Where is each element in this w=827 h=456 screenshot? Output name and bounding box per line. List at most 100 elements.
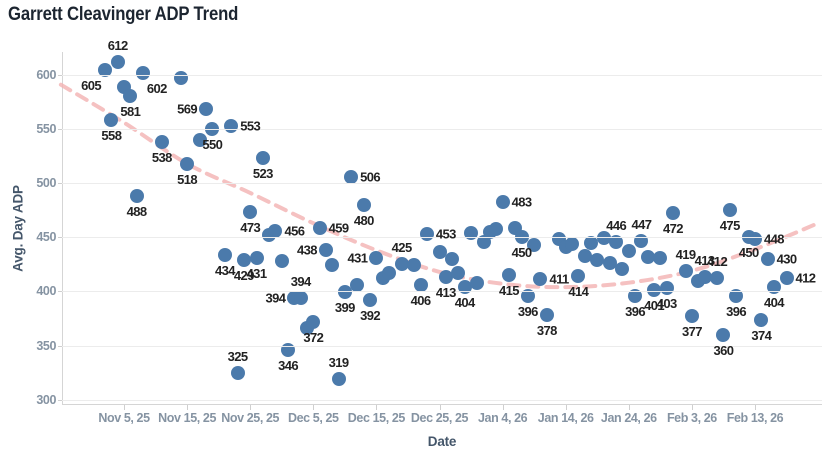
data-point[interactable] xyxy=(331,372,346,387)
data-point[interactable] xyxy=(640,249,655,264)
data-point[interactable] xyxy=(748,232,762,247)
y-tick-mark xyxy=(58,345,62,347)
data-point[interactable] xyxy=(659,281,674,296)
x-tick-label: Jan 4, 26 xyxy=(477,411,528,425)
data-point[interactable] xyxy=(325,258,340,273)
data-point[interactable] xyxy=(255,151,270,166)
point-label: 396 xyxy=(517,303,538,319)
point-label: 404 xyxy=(763,295,784,311)
point-label: 412 xyxy=(795,270,816,286)
data-point[interactable] xyxy=(710,271,725,286)
data-point[interactable] xyxy=(394,257,409,272)
data-point[interactable] xyxy=(653,250,668,265)
data-point[interactable] xyxy=(470,275,485,290)
data-point[interactable] xyxy=(98,62,113,77)
data-point[interactable] xyxy=(407,258,422,273)
gridline-h xyxy=(62,291,822,293)
data-point[interactable] xyxy=(527,237,542,252)
data-point[interactable] xyxy=(123,88,138,103)
y-tick-mark xyxy=(58,291,62,293)
y-tick-mark xyxy=(58,183,62,185)
point-label: 319 xyxy=(328,355,349,371)
data-point[interactable] xyxy=(495,194,510,209)
data-point[interactable] xyxy=(350,277,365,292)
data-point[interactable] xyxy=(684,309,699,324)
data-point[interactable] xyxy=(180,156,195,171)
x-tick-label: Jan 14, 26 xyxy=(537,411,594,425)
data-point[interactable] xyxy=(413,277,428,292)
data-point[interactable] xyxy=(602,256,617,271)
data-point[interactable] xyxy=(274,254,289,269)
point-label: 506 xyxy=(360,169,381,185)
y-tick-mark xyxy=(58,237,62,239)
data-point[interactable] xyxy=(565,236,579,251)
point-label: 392 xyxy=(360,308,381,324)
data-point[interactable] xyxy=(369,250,384,265)
data-point[interactable] xyxy=(154,135,169,150)
data-point[interactable] xyxy=(419,227,434,242)
x-tick-mark xyxy=(124,405,125,410)
data-point[interactable] xyxy=(217,247,232,262)
data-point[interactable] xyxy=(577,248,592,263)
point-label: 605 xyxy=(81,77,102,93)
y-tick-label: 600 xyxy=(36,68,56,82)
data-point[interactable] xyxy=(766,280,781,295)
data-point[interactable] xyxy=(382,266,397,280)
data-point[interactable] xyxy=(451,266,466,280)
point-label: 378 xyxy=(536,323,557,339)
data-point[interactable] xyxy=(647,283,662,298)
data-point[interactable] xyxy=(337,285,352,300)
data-point[interactable] xyxy=(716,327,731,342)
data-point[interactable] xyxy=(129,189,144,204)
data-point[interactable] xyxy=(230,365,245,380)
point-label: 480 xyxy=(353,212,374,228)
point-label: 523 xyxy=(252,166,273,182)
point-label: 550 xyxy=(202,137,223,153)
data-point[interactable] xyxy=(192,132,207,147)
data-point[interactable] xyxy=(489,221,504,236)
data-point[interactable] xyxy=(590,253,605,268)
data-point[interactable] xyxy=(571,269,586,284)
data-point[interactable] xyxy=(533,272,548,287)
data-point[interactable] xyxy=(356,197,371,212)
data-point[interactable] xyxy=(445,251,460,266)
data-point[interactable] xyxy=(110,55,125,70)
data-point[interactable] xyxy=(306,314,321,329)
data-point[interactable] xyxy=(539,308,554,323)
data-point[interactable] xyxy=(665,206,680,221)
data-point[interactable] xyxy=(173,71,188,86)
data-point[interactable] xyxy=(697,270,712,285)
data-point[interactable] xyxy=(678,263,693,278)
data-point[interactable] xyxy=(243,205,258,220)
data-point[interactable] xyxy=(224,118,239,133)
data-point[interactable] xyxy=(293,290,308,305)
data-point[interactable] xyxy=(363,293,378,308)
data-point[interactable] xyxy=(464,225,479,240)
data-point[interactable] xyxy=(104,113,119,128)
data-point[interactable] xyxy=(615,261,630,276)
data-point[interactable] xyxy=(754,312,769,327)
data-point[interactable] xyxy=(318,243,333,258)
data-point[interactable] xyxy=(501,268,516,283)
data-point[interactable] xyxy=(779,271,794,286)
chart-title: Garrett Cleavinger ADP Trend xyxy=(8,4,239,25)
data-point[interactable] xyxy=(199,101,214,116)
data-point[interactable] xyxy=(236,253,251,268)
data-point[interactable] xyxy=(621,244,636,259)
point-label: 403 xyxy=(656,296,677,312)
x-tick-mark xyxy=(187,405,189,410)
data-point[interactable] xyxy=(596,231,611,246)
data-point[interactable] xyxy=(722,203,737,218)
data-point[interactable] xyxy=(457,280,472,295)
data-point[interactable] xyxy=(268,223,283,238)
data-point[interactable] xyxy=(135,65,150,80)
data-point[interactable] xyxy=(634,233,649,248)
data-point[interactable] xyxy=(312,220,327,235)
data-point[interactable] xyxy=(760,251,775,266)
data-point[interactable] xyxy=(249,250,264,265)
data-point[interactable] xyxy=(432,245,447,260)
data-point[interactable] xyxy=(583,235,598,250)
data-point[interactable] xyxy=(438,270,453,285)
data-point[interactable] xyxy=(344,169,359,184)
